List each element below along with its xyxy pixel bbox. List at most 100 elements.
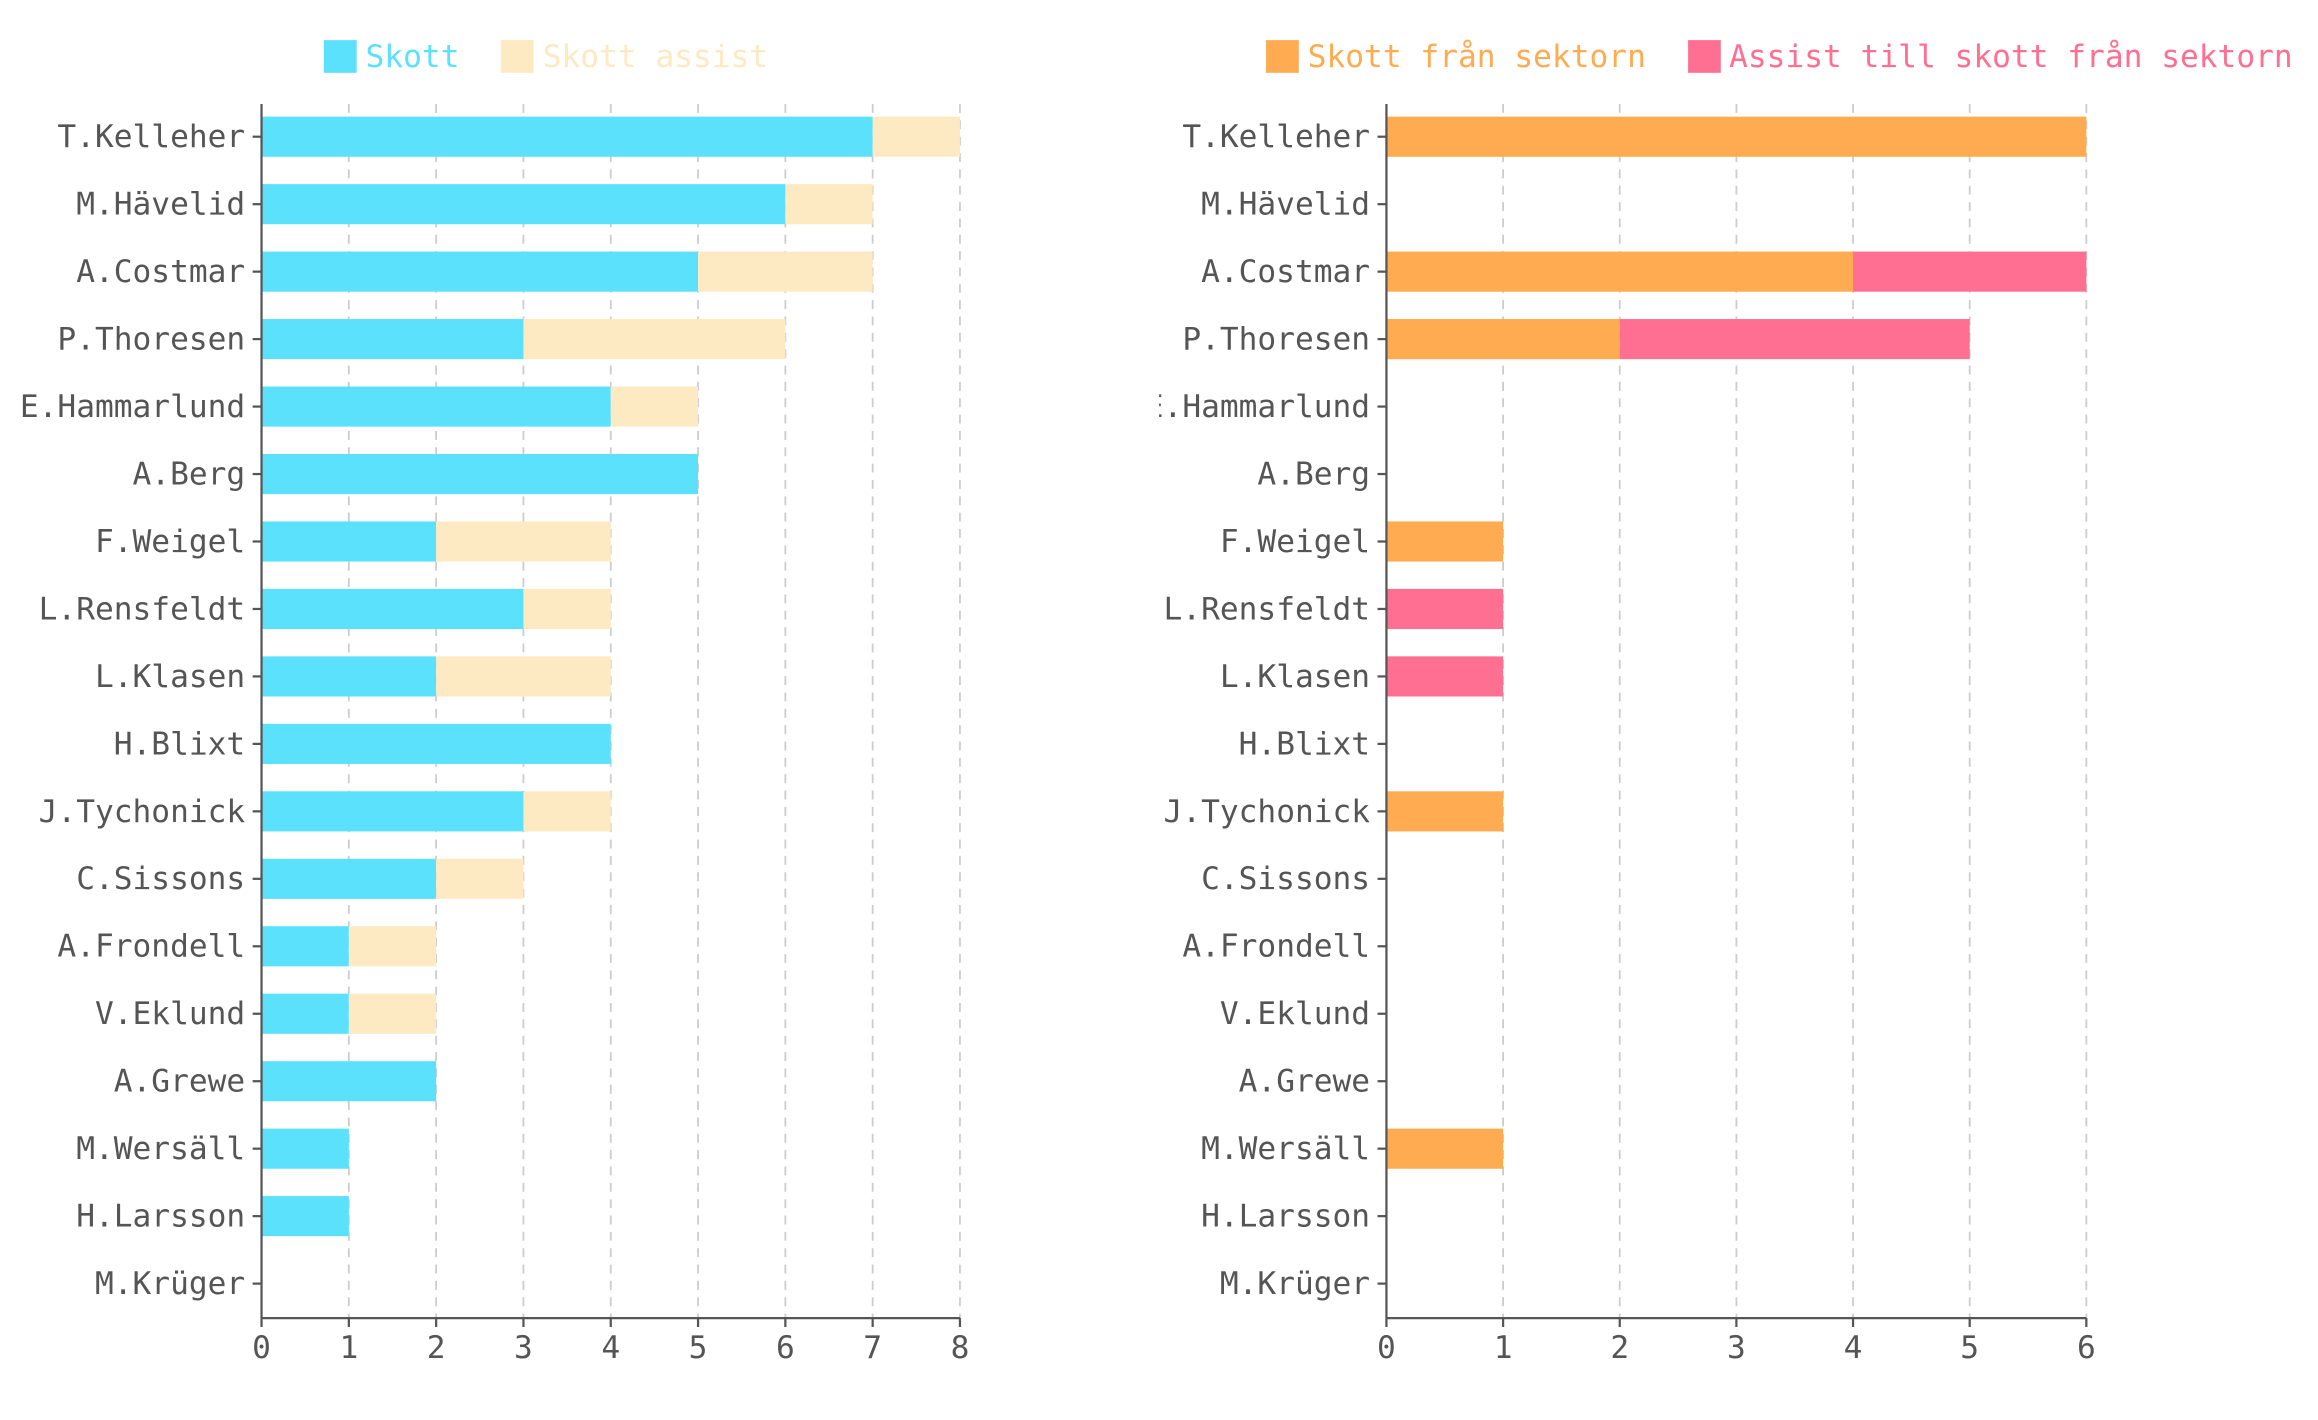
category-label: T.Kelleher — [57, 119, 245, 155]
legend-item[interactable]: Skott från sektorn — [1266, 38, 1646, 75]
bar-segment — [436, 858, 524, 899]
category-label: E.Hammarlund — [1159, 389, 1370, 425]
category-label: H.Blixt — [1239, 726, 1370, 762]
bar-segment — [261, 1128, 349, 1169]
legend-label: Skott assist — [542, 38, 769, 75]
bar-segment — [1386, 319, 1620, 360]
category-label: H.Larsson — [1201, 1199, 1370, 1235]
bar-segment — [523, 791, 611, 832]
bar-segment — [1386, 116, 2087, 157]
bar-segment — [348, 926, 437, 967]
bar-segment — [261, 116, 873, 157]
bar-segment — [261, 453, 699, 495]
legend-swatch — [1266, 40, 1299, 73]
legend-label: Assist till skott från sektorn — [1729, 38, 2293, 75]
x-tick-label: 2 — [1610, 1330, 1629, 1366]
bar-segment — [436, 521, 611, 562]
bar-segment — [261, 1061, 437, 1102]
bar-segment — [1386, 251, 1854, 292]
x-tick-label: 6 — [776, 1330, 795, 1366]
bar-chart-right: T.Kelleher M.Hävelid A.Costmar P.Thoresen E.… — [1159, 104, 2096, 1366]
category-label: J.Tychonick — [39, 794, 246, 830]
category-label: C.Sissons — [76, 861, 245, 897]
category-label: A.Costmar — [1201, 254, 1370, 290]
x-tick-label: 4 — [1844, 1330, 1863, 1366]
category-label: A.Berg — [133, 456, 246, 492]
category-label: E.Hammarlund — [20, 389, 245, 425]
bar-segment — [610, 386, 699, 427]
bar-segment — [1386, 1128, 1504, 1169]
bar-segment — [261, 858, 437, 899]
category-label: M.Krüger — [1220, 1266, 1370, 1302]
bar-segment — [785, 184, 873, 225]
category-label: M.Wersäll — [76, 1131, 245, 1167]
x-tick-label: 2 — [427, 1330, 446, 1366]
bar-segment — [872, 116, 960, 157]
bar-segment — [1853, 251, 2087, 292]
x-tick-label: 1 — [339, 1330, 358, 1366]
category-label: F.Weigel — [1220, 524, 1370, 560]
category-label: J.Tychonick — [1164, 794, 1371, 830]
bar-segment — [1386, 521, 1504, 562]
x-tick-label: 6 — [2077, 1330, 2096, 1366]
category-label: T.Kelleher — [1182, 119, 1370, 155]
bar-segment — [261, 1196, 349, 1237]
x-tick-label: 5 — [1960, 1330, 1979, 1366]
bar-segment — [261, 791, 524, 832]
x-tick-label: 1 — [1494, 1330, 1513, 1366]
bar-segment — [261, 319, 524, 360]
category-label: V.Eklund — [1220, 996, 1370, 1032]
category-label: A.Berg — [1257, 456, 1370, 492]
bar-segment — [1386, 656, 1504, 697]
legend-item[interactable]: Skott — [323, 38, 460, 75]
category-label: A.Grewe — [1239, 1064, 1370, 1100]
x-tick-label: 3 — [1727, 1330, 1746, 1366]
category-label: L.Rensfeldt — [1164, 591, 1371, 627]
bar-segment — [261, 521, 437, 562]
legend-left: Skott Skott assist — [323, 37, 769, 76]
bar-segment — [1619, 319, 1970, 360]
category-label: M.Hävelid — [76, 187, 245, 223]
bar-segment — [1386, 791, 1504, 832]
bar-segment — [698, 251, 873, 292]
category-label: L.Klasen — [1220, 659, 1370, 695]
legend-label: Skott — [365, 38, 460, 75]
category-label: M.Hävelid — [1201, 187, 1370, 223]
x-tick-label: 7 — [863, 1330, 882, 1366]
category-label: P.Thoresen — [1182, 322, 1370, 358]
x-tick-label: 4 — [601, 1330, 620, 1366]
category-label: V.Eklund — [95, 996, 245, 1032]
category-label: L.Klasen — [95, 659, 245, 695]
x-tick-label: 0 — [1377, 1330, 1396, 1366]
category-label: H.Blixt — [114, 726, 245, 762]
category-label: F.Weigel — [95, 524, 245, 560]
bar-segment — [261, 926, 349, 967]
category-label: A.Frondell — [1182, 929, 1370, 965]
legend-swatch — [323, 40, 357, 73]
bar-segment — [1386, 588, 1504, 630]
bar-segment — [261, 993, 349, 1034]
legend-item[interactable]: Assist till skott från sektorn — [1687, 38, 2293, 75]
category-label: A.Grewe — [114, 1064, 245, 1100]
legend-label: Skott från sektorn — [1307, 38, 1646, 75]
bar-segment — [523, 319, 786, 360]
legend-swatch — [1687, 40, 1721, 73]
bar-segment — [261, 656, 437, 697]
bar-segment — [523, 588, 611, 630]
bar-segment — [261, 251, 699, 292]
bar-segment — [436, 656, 611, 697]
x-tick-label: 8 — [951, 1330, 970, 1366]
category-label: P.Thoresen — [57, 322, 245, 358]
bar-segment — [261, 588, 524, 630]
bar-segment — [261, 723, 611, 764]
category-label: M.Wersäll — [1201, 1131, 1370, 1167]
category-label: L.Rensfeldt — [39, 591, 246, 627]
bar-segment — [261, 184, 786, 225]
bar-segment — [348, 993, 437, 1034]
category-label: A.Frondell — [57, 929, 245, 965]
category-label: A.Costmar — [76, 254, 245, 290]
legend-item[interactable]: Skott assist — [501, 38, 769, 75]
category-label: C.Sissons — [1201, 861, 1370, 897]
category-label: M.Krüger — [95, 1266, 245, 1302]
